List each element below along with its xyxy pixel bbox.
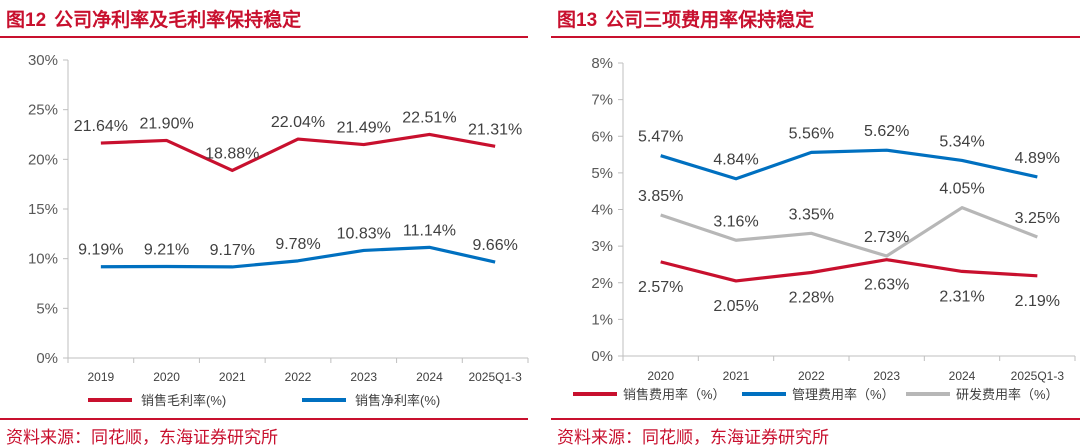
right-source-rule bbox=[551, 418, 1080, 420]
left-figure-title-text: 公司净利率及毛利率保持稳定 bbox=[54, 10, 302, 31]
data-label: 3.85% bbox=[638, 188, 683, 205]
legend-label: 销售净利率(%) bbox=[355, 393, 440, 408]
data-label: 2.19% bbox=[1015, 293, 1060, 310]
legend-label: 销售费用率（%） bbox=[623, 387, 726, 402]
y-tick-label: 0% bbox=[591, 348, 613, 365]
y-tick-label: 25% bbox=[28, 102, 58, 119]
left-figure-title: 图12 公司净利率及毛利率保持稳定 bbox=[6, 5, 309, 32]
data-label: 2.57% bbox=[638, 279, 683, 296]
data-label: 2.63% bbox=[864, 277, 909, 294]
data-label: 9.66% bbox=[472, 237, 517, 254]
data-label: 21.64% bbox=[74, 118, 128, 135]
data-label: 9.19% bbox=[78, 242, 123, 259]
data-label: 2.73% bbox=[864, 229, 909, 246]
x-tick-label: 2023 bbox=[350, 370, 377, 384]
y-tick-label: 20% bbox=[28, 151, 58, 168]
right-figure-panel: 图13 公司三项费用率保持稳定 0% 1% 2% 3% 4% 5% 6% 7% 8% 2020 202… bbox=[551, 0, 1080, 447]
x-tick-label: 2025Q1-3 bbox=[468, 370, 522, 384]
y-tick-label: 1% bbox=[591, 311, 613, 328]
x-tick-label: 2025Q1-3 bbox=[1011, 369, 1065, 383]
data-label: 5.34% bbox=[939, 133, 984, 150]
data-label: 2.31% bbox=[939, 288, 984, 305]
data-label: 2.28% bbox=[789, 289, 834, 306]
data-label: 5.62% bbox=[864, 123, 909, 140]
x-tick-label: 2021 bbox=[219, 370, 246, 384]
y-tick-label: 8% bbox=[591, 55, 613, 72]
data-label: 21.90% bbox=[139, 115, 193, 132]
left-source-rule bbox=[0, 418, 528, 420]
y-tick-label: 7% bbox=[591, 92, 613, 109]
left-figure-number: 图12 bbox=[6, 10, 47, 31]
data-label: 3.35% bbox=[789, 206, 834, 223]
data-label: 22.04% bbox=[271, 114, 325, 131]
data-label: 9.78% bbox=[275, 236, 320, 253]
right-title-rule bbox=[551, 36, 1080, 38]
series-line-0 bbox=[660, 258, 1038, 283]
x-tick-label: 2020 bbox=[647, 369, 674, 383]
right-source-note: 资料来源：同花顺，东海证券研究所 bbox=[557, 428, 829, 447]
y-tick-label: 3% bbox=[591, 238, 613, 255]
data-label: 3.16% bbox=[713, 213, 758, 230]
x-tick-label: 2019 bbox=[88, 370, 115, 384]
data-label: 18.88% bbox=[205, 145, 259, 162]
x-tick-label: 2024 bbox=[416, 370, 443, 384]
legend-label: 研发费用率（%） bbox=[956, 387, 1059, 402]
data-label: 11.14% bbox=[403, 222, 456, 239]
x-tick-label: 2024 bbox=[949, 369, 976, 383]
left-source-note: 资料来源：同花顺，东海证券研究所 bbox=[6, 428, 278, 447]
left-figure-panel: 图12 公司净利率及毛利率保持稳定 0% 5% 10% 15% 20% 25% 30% 2019… bbox=[0, 0, 529, 447]
y-tick-label: 0% bbox=[36, 350, 58, 367]
right-figure-number: 图13 bbox=[557, 10, 598, 31]
data-label: 5.56% bbox=[789, 125, 834, 142]
right-figure-title-text: 公司三项费用率保持稳定 bbox=[605, 10, 815, 31]
series-line-0 bbox=[100, 132, 496, 173]
y-tick-label: 2% bbox=[591, 275, 613, 292]
series-line-2 bbox=[660, 206, 1038, 258]
data-label: 10.83% bbox=[337, 225, 391, 242]
x-tick-label: 2021 bbox=[723, 369, 750, 383]
left-line-chart: 0% 5% 10% 15% 20% 25% 30% 2019 2020 2021 2022 2023 2… bbox=[28, 52, 529, 408]
x-tick-label: 2023 bbox=[873, 369, 900, 383]
y-tick-label: 5% bbox=[36, 300, 58, 317]
data-label: 4.84% bbox=[713, 152, 758, 169]
data-label: 3.25% bbox=[1015, 210, 1060, 227]
x-tick-label: 2020 bbox=[153, 370, 180, 384]
data-label: 5.47% bbox=[638, 129, 683, 146]
data-label: 9.21% bbox=[144, 242, 189, 259]
data-label: 21.49% bbox=[337, 120, 391, 137]
y-tick-label: 15% bbox=[28, 201, 58, 218]
data-label: 22.51% bbox=[402, 109, 456, 126]
y-tick-label: 4% bbox=[591, 202, 613, 219]
data-label: 21.31% bbox=[468, 121, 522, 138]
right-line-chart: 0% 1% 2% 3% 4% 5% 6% 7% 8% 2020 2021 2022 2023 2024 20… bbox=[573, 55, 1076, 402]
x-tick-label: 2022 bbox=[285, 370, 312, 384]
data-label: 4.89% bbox=[1015, 150, 1060, 167]
data-label: 9.17% bbox=[210, 242, 255, 259]
left-title-rule bbox=[0, 36, 528, 38]
right-figure-title: 图13 公司三项费用率保持稳定 bbox=[557, 5, 822, 32]
series-line-1 bbox=[660, 148, 1038, 181]
y-tick-label: 30% bbox=[28, 52, 58, 69]
legend-label: 销售毛利率(%) bbox=[141, 393, 226, 408]
legend-label: 管理费用率（%） bbox=[792, 387, 895, 402]
series-line-1 bbox=[100, 245, 496, 269]
x-tick-label: 2022 bbox=[798, 369, 825, 383]
data-label: 2.05% bbox=[713, 298, 758, 315]
y-tick-label: 5% bbox=[591, 165, 613, 182]
y-tick-label: 10% bbox=[28, 251, 58, 268]
y-tick-label: 6% bbox=[591, 128, 613, 145]
data-label: 4.05% bbox=[939, 181, 984, 198]
